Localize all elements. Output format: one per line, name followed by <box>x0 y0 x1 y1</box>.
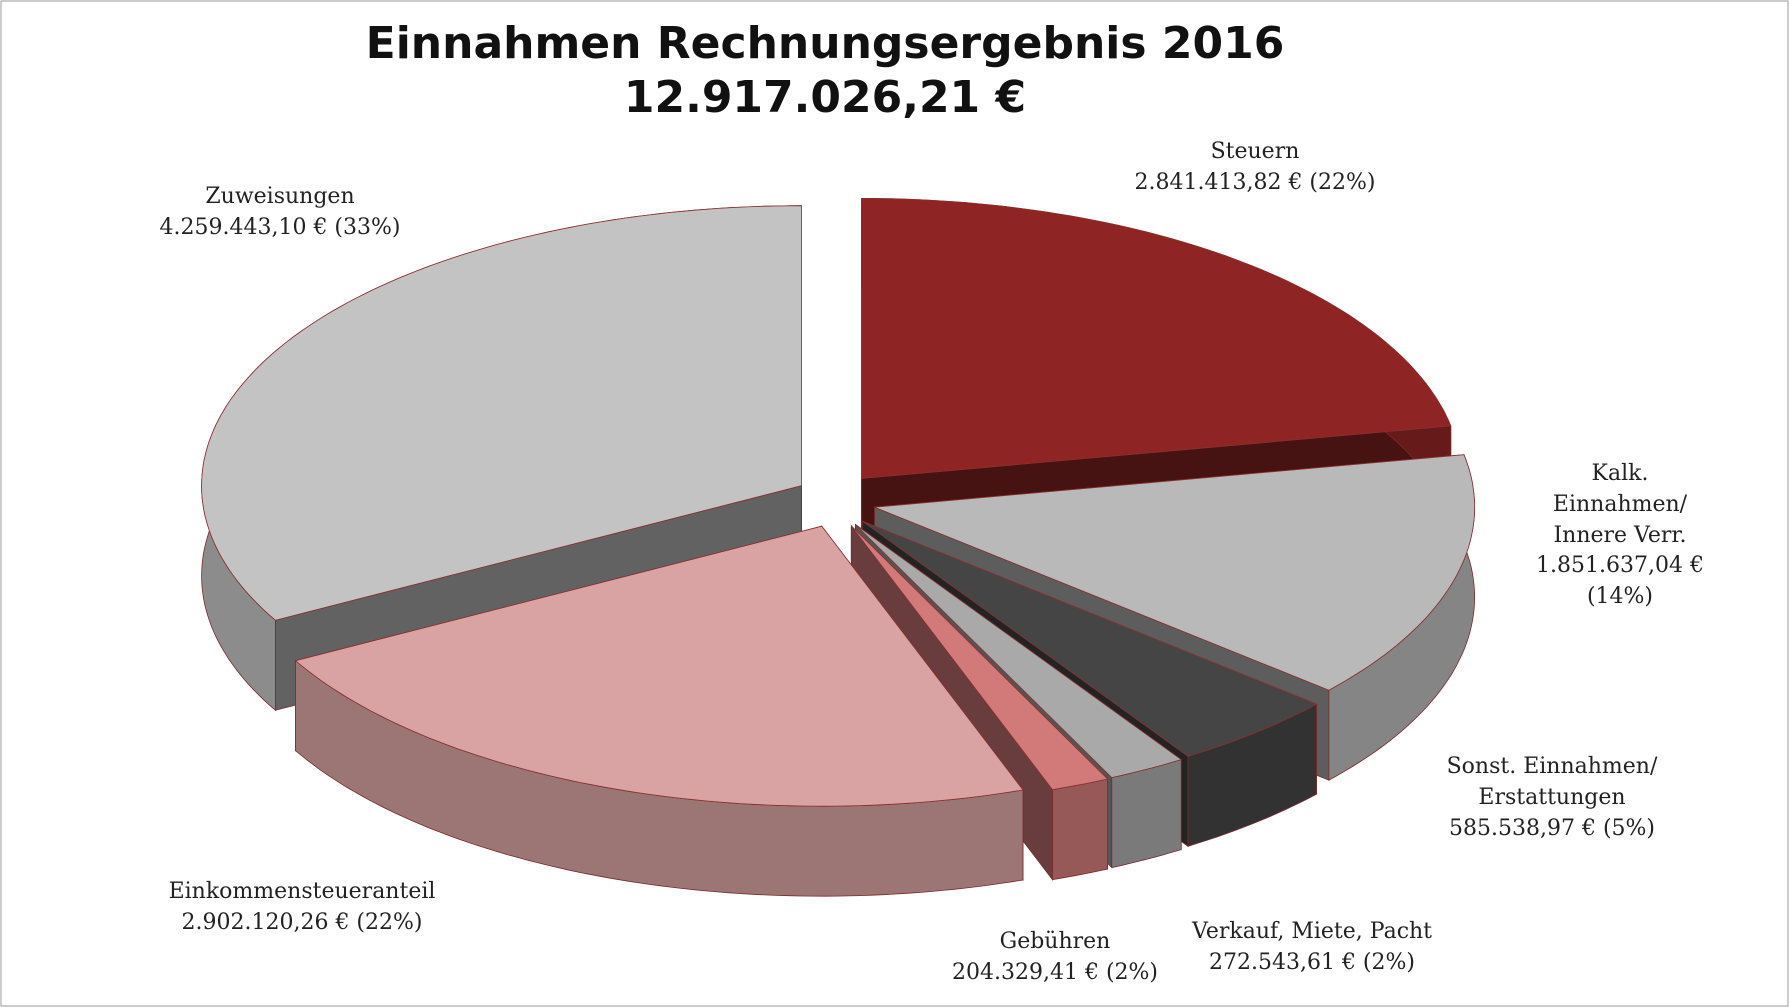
slice-side <box>1052 778 1108 881</box>
slice <box>862 520 1318 757</box>
label-value: 2.902.120,26 € (22%) <box>181 910 423 935</box>
chart-title: Einnahmen Rechnungsergebnis 2016 <box>365 18 1285 69</box>
label-value: 1.851.637,04 € (14%) <box>1536 553 1704 610</box>
label-value: 204.329,41 € (2%) <box>951 960 1159 985</box>
slice-label: Einkommensteueranteil 2.902.120,26 € (22%… <box>169 877 436 939</box>
label-value: 585.538,97 € (5%) <box>1448 815 1656 841</box>
slice-label: Verkauf, Miete, Pacht 272.543,61 € (2%) <box>1192 917 1432 979</box>
label-name: Zuweisungen <box>205 184 355 210</box>
slice <box>855 524 1183 779</box>
label-name: Gebühren <box>999 929 1111 955</box>
label-name: Steuern <box>1210 139 1300 165</box>
label-value: 4.259.443,10 € (33%) <box>159 215 401 240</box>
label-value: 2.841.413,82 € (22%) <box>1134 170 1376 195</box>
label-name: Verkauf, Miete, Pacht <box>1191 919 1433 945</box>
slice-label: Sonst. Einnahmen/ Erstattungen 585.538,97… <box>1447 752 1658 844</box>
label-name: Einkommensteueranteil <box>168 879 436 905</box>
chart-subtitle: 12.917.026,21 € <box>623 72 1027 123</box>
label-name: Kalk. Einnahmen/ Innere Verr. <box>1552 461 1688 548</box>
slice-side <box>1111 759 1182 869</box>
slice <box>861 197 1452 479</box>
slice-label: Steuern 2.841.413,82 € (22%) <box>1134 137 1375 199</box>
slice-tops <box>201 197 1475 807</box>
label-name: Sonst. Einnahmen/ Erstattungen <box>1446 753 1658 810</box>
slice-label: Gebühren 204.329,41 € (2%) <box>952 927 1158 989</box>
slice-label: Kalk. Einnahmen/ Innere Verr. 1.851.637,0… <box>1536 459 1705 613</box>
label-value: 272.543,61 € (2%) <box>1208 950 1415 975</box>
slice-label: Zuweisungen 4.259.443,10 € (33%) <box>159 182 400 244</box>
slice <box>201 205 802 621</box>
slice <box>294 525 1024 807</box>
slice <box>874 454 1475 691</box>
slice <box>850 525 1109 791</box>
